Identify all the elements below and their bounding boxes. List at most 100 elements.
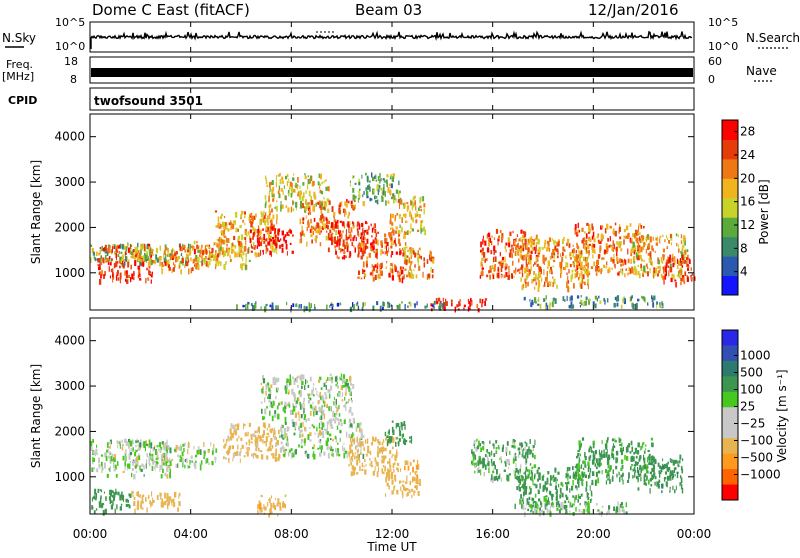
vel-cell	[119, 441, 121, 446]
vel-cell	[623, 509, 625, 515]
power-cell	[316, 201, 319, 205]
power-cell	[668, 265, 670, 269]
power-cell	[512, 247, 514, 253]
power-cell	[642, 225, 645, 229]
vel-cell	[520, 443, 524, 448]
vel-cell	[312, 383, 315, 386]
vel-cell	[502, 444, 504, 450]
vel-cell	[336, 450, 338, 457]
power-cell	[233, 235, 236, 240]
power-cell	[397, 238, 401, 244]
vel-cell	[418, 483, 421, 486]
vel-cell	[414, 471, 417, 475]
power-cell	[399, 269, 401, 275]
power-cell	[294, 189, 296, 193]
power-cell	[256, 245, 259, 249]
power-cell	[232, 248, 235, 253]
power-cell	[148, 265, 151, 269]
vel-cell	[328, 406, 330, 411]
power-cell	[314, 307, 316, 310]
vel-cell	[311, 389, 314, 396]
power-cell	[159, 261, 162, 267]
power-cell	[245, 240, 247, 246]
vel-cell	[651, 455, 654, 458]
vel-cell	[343, 419, 346, 425]
vel-cell	[407, 465, 410, 471]
power-cell	[517, 268, 520, 272]
power-cell	[386, 182, 388, 188]
power-cell	[546, 277, 548, 283]
vel-cell	[201, 460, 203, 465]
power-cell	[614, 222, 617, 226]
power-cell	[518, 271, 521, 274]
power-cell	[285, 243, 288, 250]
power-cell	[322, 216, 325, 222]
vel-cell	[319, 376, 322, 381]
vel-cell	[370, 464, 373, 468]
power-cell	[382, 306, 384, 310]
power-cell	[205, 260, 208, 267]
power-cell	[470, 298, 472, 302]
power-cell	[275, 181, 277, 188]
power-cell	[596, 263, 598, 269]
vel-cell	[277, 440, 279, 446]
power-cell	[337, 224, 339, 230]
vel-cell	[587, 507, 590, 514]
vel-cell	[167, 465, 169, 468]
vel-cell	[517, 469, 519, 475]
power-cell	[588, 238, 590, 241]
power-cell	[529, 237, 532, 244]
vel-cell	[399, 480, 402, 483]
power-cell	[240, 253, 243, 257]
vel-cell	[513, 453, 516, 459]
vel-cell	[349, 446, 352, 453]
power-cell	[240, 241, 242, 248]
power-cell	[292, 199, 294, 206]
vel-cell	[158, 444, 161, 448]
power-cell	[566, 272, 568, 276]
power-colorbar-tick-label: 12	[740, 218, 755, 232]
power-cell	[169, 253, 172, 258]
power-cell	[468, 300, 470, 304]
power-cell	[358, 181, 361, 186]
power-cell	[430, 303, 433, 307]
power-cell	[363, 230, 367, 233]
vel-cell	[584, 464, 587, 468]
vel-cell	[519, 442, 521, 446]
vel-cell	[151, 465, 154, 471]
power-cell	[392, 229, 394, 233]
vel-cell	[359, 465, 361, 472]
vel-cell	[591, 479, 594, 484]
vel-cell	[312, 387, 314, 392]
vel-cell	[543, 484, 546, 490]
power-cell	[97, 264, 100, 267]
power-cell	[416, 211, 418, 216]
vel-cell	[628, 443, 631, 448]
vel-cell	[309, 439, 312, 442]
power-cell	[420, 224, 422, 230]
vel-cell	[274, 498, 276, 501]
power-cell	[546, 247, 549, 252]
power-cell	[340, 201, 343, 207]
power-cell	[320, 215, 322, 221]
power-cell	[226, 243, 228, 247]
power-cell	[672, 263, 675, 268]
power-cell	[589, 238, 592, 243]
power-cell	[219, 236, 222, 243]
vel-cell	[136, 464, 138, 467]
power-cell	[145, 258, 149, 261]
vel-cell	[262, 378, 266, 384]
vel-cell	[91, 467, 94, 472]
power-cell	[648, 257, 651, 263]
vel-cell	[199, 462, 201, 465]
vel-cell	[634, 471, 636, 478]
power-cell	[357, 246, 359, 252]
vel-cell	[548, 500, 550, 505]
vel-cell	[332, 448, 334, 452]
power-cell	[422, 220, 424, 223]
vel-cell	[534, 474, 536, 480]
power-cell	[173, 264, 176, 268]
velocity-colorbar-swatch	[722, 360, 738, 377]
power-cell	[336, 241, 338, 247]
power-cell	[638, 244, 641, 250]
